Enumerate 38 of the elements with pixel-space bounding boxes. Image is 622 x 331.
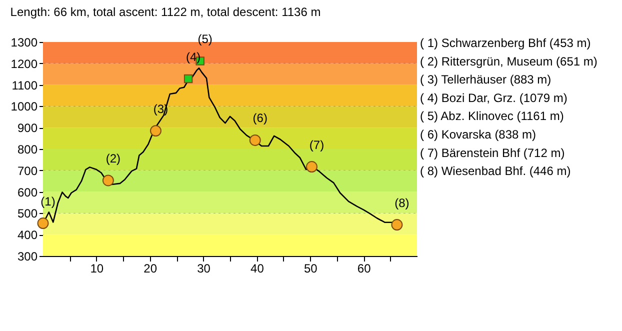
y-tick-label: 900 — [17, 121, 38, 136]
text: ( 8) Wiesenbad Bhf. (446 m) — [420, 164, 571, 178]
point — [306, 161, 318, 172]
chart-title: Length: 66 km, total ascent: 1122 m, total descent: 1136 m — [10, 5, 321, 20]
point — [391, 219, 403, 230]
x-tick-label: 40 — [250, 262, 264, 276]
annotation: (8) — [394, 196, 410, 210]
text: ( 5) Abz. Klinovec (1161 m) — [420, 109, 564, 124]
annotation: (2) — [106, 151, 121, 166]
y-tick-label: 400 — [17, 228, 38, 242]
x-tick-label: 10 — [90, 262, 104, 276]
y-tick-label: 1300 — [10, 36, 38, 50]
annotation: (4) — [186, 50, 201, 64]
y-tick-label: 1200 — [10, 56, 38, 71]
x-tick-label: 50 — [304, 262, 318, 276]
text: ( 4) Bozi Dar, Grz. (1079 m) — [420, 90, 568, 105]
annotation: (6) — [252, 111, 268, 126]
point — [150, 125, 162, 137]
y-tick-label: 800 — [17, 142, 38, 156]
point — [102, 174, 114, 186]
y-tick-label: 600 — [17, 185, 38, 200]
x-tick-label: 20 — [144, 262, 158, 276]
text: ( 2) Rittersgrün, Museum (651 m) — [420, 54, 598, 68]
y-tick-label: 1000 — [10, 100, 38, 114]
text: ( 1) Schwarzenberg Bhf (453 m) — [420, 36, 591, 50]
text: ( 6) Kovarska (838 m) — [420, 128, 536, 142]
y-tick-label: 700 — [17, 164, 38, 178]
x-tick-label: 60 — [357, 262, 372, 276]
y-tick-label: 500 — [17, 206, 38, 221]
text: ( 3) Tellerhäuser (883 m) — [420, 72, 552, 87]
annotation: (7) — [309, 138, 324, 152]
point — [37, 218, 49, 229]
point — [184, 74, 193, 84]
point — [249, 134, 261, 146]
y-tick-label: 300 — [17, 250, 38, 264]
text: ( 7) Bärenstein Bhf (712 m) — [420, 146, 565, 160]
y-tick-label: 1100 — [12, 78, 38, 92]
x-tick-label: 30 — [197, 262, 211, 276]
